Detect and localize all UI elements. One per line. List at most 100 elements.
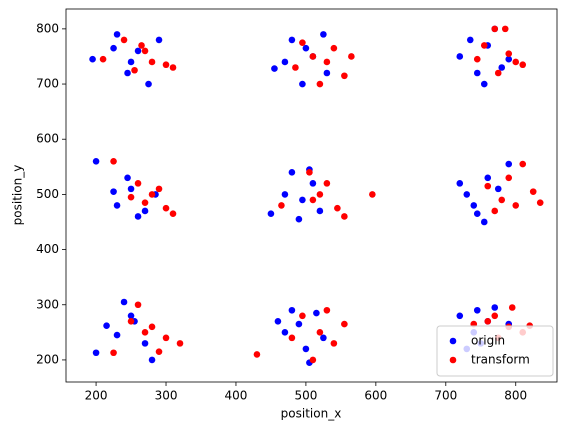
point bbox=[281, 191, 289, 198]
point bbox=[309, 356, 317, 364]
point bbox=[323, 58, 331, 66]
point bbox=[110, 157, 117, 165]
point bbox=[155, 185, 163, 193]
point bbox=[141, 47, 149, 55]
point bbox=[299, 80, 306, 88]
point bbox=[145, 80, 152, 88]
y-tick-label: 500 bbox=[36, 187, 59, 201]
point bbox=[141, 207, 149, 215]
point bbox=[253, 351, 261, 358]
point bbox=[484, 318, 492, 325]
point bbox=[309, 53, 317, 60]
point bbox=[271, 65, 278, 72]
x-axis-label: position_x bbox=[281, 407, 342, 421]
point bbox=[162, 334, 170, 342]
point bbox=[124, 69, 131, 77]
point bbox=[292, 64, 299, 71]
point bbox=[306, 169, 313, 176]
point bbox=[302, 345, 310, 353]
point bbox=[505, 55, 513, 63]
point bbox=[162, 204, 170, 212]
point bbox=[341, 320, 348, 328]
point bbox=[127, 318, 135, 325]
point bbox=[148, 191, 156, 198]
point bbox=[295, 320, 303, 328]
y-tick-label: 800 bbox=[36, 21, 59, 35]
x-tick-label: 800 bbox=[504, 389, 527, 403]
point bbox=[299, 39, 306, 46]
point bbox=[491, 25, 499, 33]
point bbox=[148, 323, 156, 331]
point bbox=[288, 36, 296, 44]
y-axis-label: position_y bbox=[11, 165, 25, 226]
point bbox=[491, 304, 499, 311]
point bbox=[110, 349, 117, 357]
point bbox=[127, 193, 135, 201]
point bbox=[127, 58, 135, 66]
point bbox=[288, 334, 296, 342]
point bbox=[134, 301, 142, 309]
point bbox=[456, 53, 464, 60]
point bbox=[113, 31, 121, 38]
point bbox=[330, 340, 338, 347]
y-tick-label: 200 bbox=[36, 352, 59, 366]
point bbox=[148, 356, 156, 364]
point bbox=[512, 202, 520, 209]
point bbox=[473, 69, 481, 77]
point bbox=[127, 185, 135, 193]
point bbox=[313, 309, 320, 317]
point bbox=[473, 55, 481, 63]
x-tick-label: 300 bbox=[155, 389, 178, 403]
point bbox=[131, 66, 138, 74]
point bbox=[323, 69, 331, 77]
point bbox=[141, 340, 149, 347]
point bbox=[334, 204, 341, 212]
point bbox=[110, 188, 117, 195]
point bbox=[494, 185, 502, 193]
point bbox=[148, 58, 156, 66]
point bbox=[278, 202, 285, 209]
point bbox=[463, 191, 471, 198]
legend-marker bbox=[449, 337, 457, 345]
point bbox=[519, 160, 527, 168]
y-tick-label: 300 bbox=[36, 297, 59, 311]
legend-box bbox=[436, 325, 554, 377]
point bbox=[473, 306, 481, 314]
point bbox=[491, 207, 499, 215]
point bbox=[120, 36, 128, 44]
point bbox=[505, 160, 513, 168]
point bbox=[316, 329, 324, 336]
legend-label: transform bbox=[471, 353, 530, 367]
point bbox=[330, 44, 338, 52]
point bbox=[176, 340, 184, 347]
point bbox=[369, 191, 376, 198]
point bbox=[309, 180, 317, 187]
point bbox=[155, 36, 163, 44]
point bbox=[141, 199, 149, 206]
point bbox=[316, 207, 324, 215]
point bbox=[456, 312, 464, 320]
legend-label: origin bbox=[471, 334, 505, 348]
point bbox=[484, 174, 492, 182]
point bbox=[529, 188, 537, 195]
point bbox=[302, 44, 310, 52]
plot-area bbox=[89, 25, 544, 366]
point bbox=[155, 348, 163, 355]
point bbox=[501, 25, 509, 33]
point bbox=[138, 42, 145, 49]
legend-marker bbox=[449, 356, 457, 364]
point bbox=[498, 196, 506, 204]
point bbox=[466, 36, 474, 44]
point bbox=[498, 64, 506, 71]
x-tick-label: 700 bbox=[434, 389, 457, 403]
point bbox=[316, 191, 324, 198]
point bbox=[508, 304, 516, 311]
point bbox=[127, 312, 135, 320]
point bbox=[484, 182, 492, 190]
axes-frame bbox=[65, 8, 558, 383]
point bbox=[341, 72, 348, 80]
point bbox=[494, 69, 502, 77]
point bbox=[281, 329, 289, 336]
point bbox=[299, 312, 306, 320]
